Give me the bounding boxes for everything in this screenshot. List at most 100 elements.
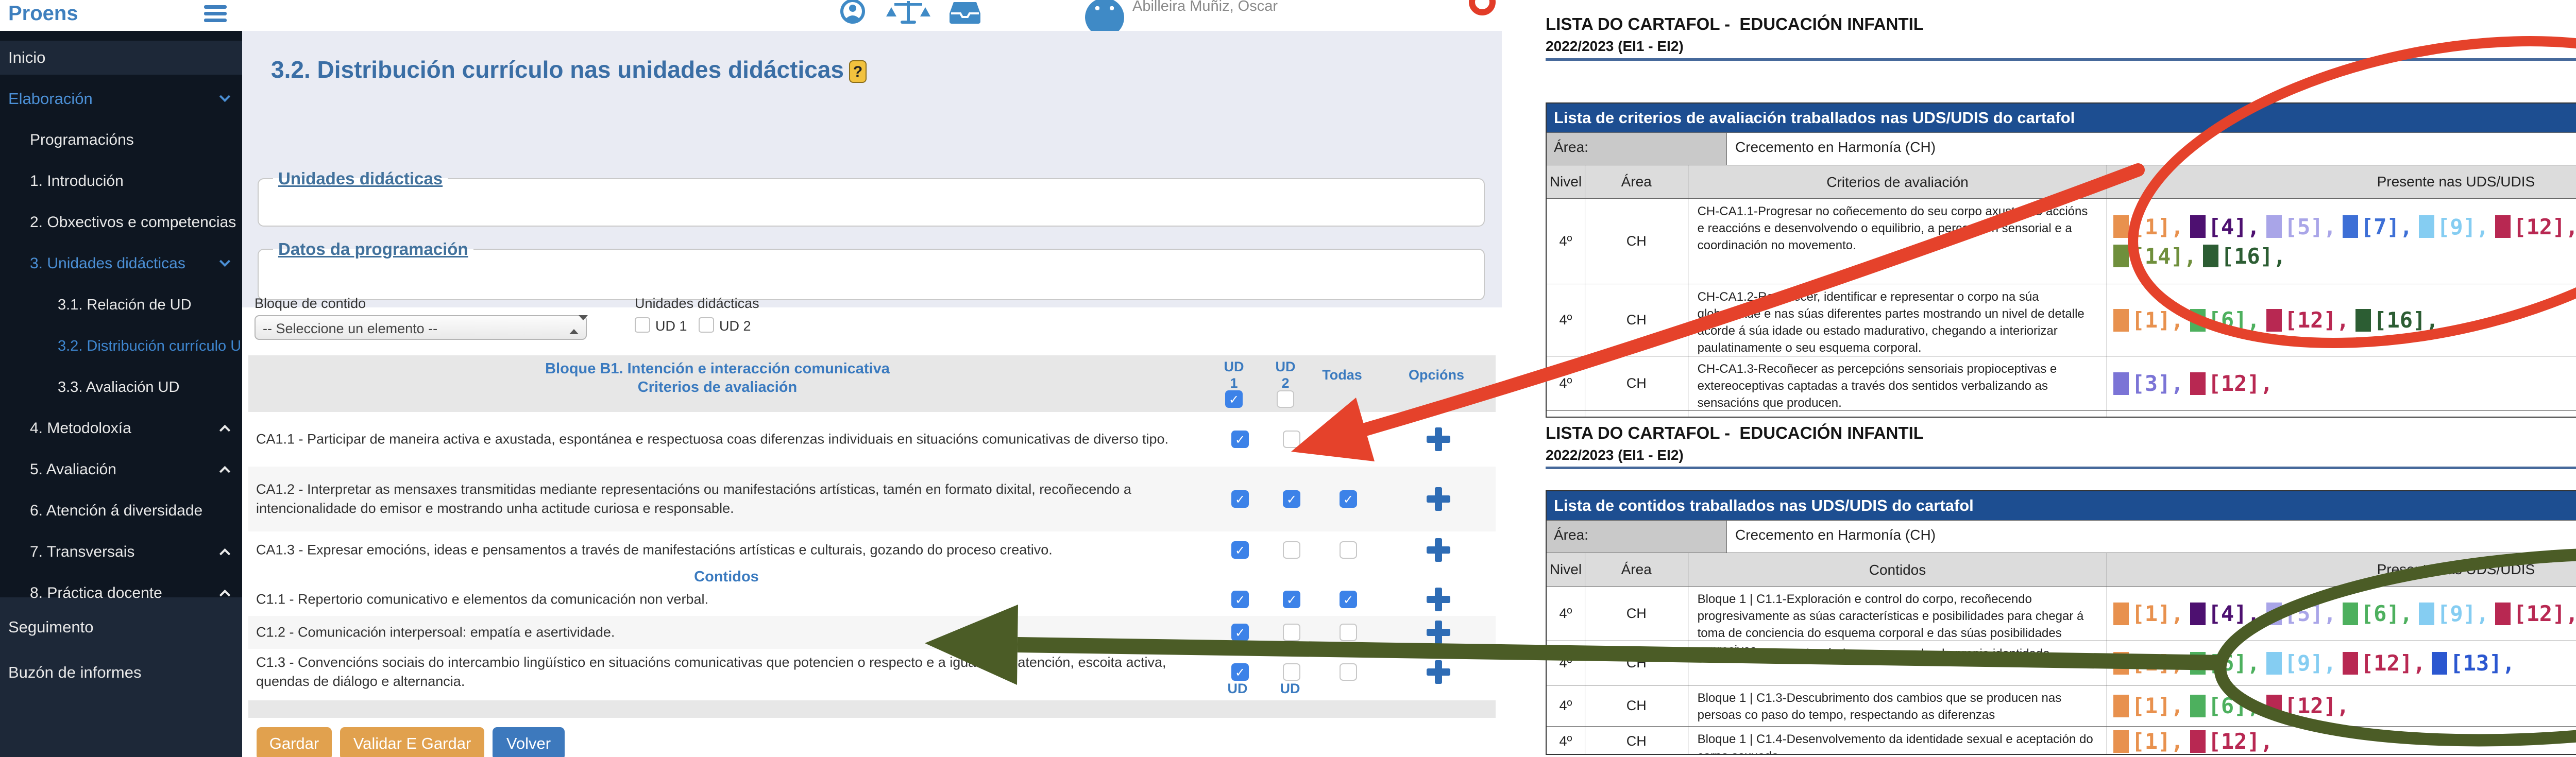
- item-text: CH-CA1.4-: [1688, 411, 2108, 417]
- add-option-icon[interactable]: [1427, 621, 1450, 644]
- ud1-checkbox[interactable]: ✓: [1231, 490, 1249, 508]
- validate-save-button[interactable]: Validar E Gardar: [340, 727, 484, 757]
- alert-ring-icon[interactable]: [1469, 0, 1496, 15]
- master-ud1-checkbox[interactable]: ✓: [1225, 390, 1243, 408]
- fieldset-datos-legend[interactable]: Datos da programación: [278, 239, 468, 259]
- ud2-filter-checkbox[interactable]: [699, 317, 714, 333]
- sidebar-item-8-pr-ctica-docente[interactable]: 8. Práctica docente: [0, 582, 242, 605]
- ud2-checkbox[interactable]: [1283, 541, 1300, 559]
- ud-chip: [16],: [2355, 307, 2439, 333]
- ud-chip: [1],: [2113, 729, 2184, 754]
- sidebar-item-3-unidades-did-cticas[interactable]: 3. Unidades didácticas: [0, 252, 242, 275]
- sidebar-item-elaboraci-n[interactable]: Elaboración: [0, 88, 242, 110]
- sidebar-item-seguimento[interactable]: Seguimento: [0, 616, 242, 639]
- ud2-checkbox[interactable]: ✓: [1283, 490, 1300, 508]
- sidebar-item-buz-n-de-informes[interactable]: Buzón de informes: [0, 661, 242, 684]
- ud-color-square: [2113, 308, 2129, 332]
- ud-color-square: [2202, 245, 2218, 267]
- inbox-icon[interactable]: [942, 0, 988, 33]
- add-option-icon[interactable]: [1427, 427, 1450, 451]
- sidebar-item-7-transversais[interactable]: 7. Transversais: [0, 541, 242, 563]
- ud2-checkbox[interactable]: ✓: [1283, 591, 1300, 608]
- add-option-icon[interactable]: [1427, 660, 1450, 684]
- todas-checkbox[interactable]: [1340, 541, 1357, 559]
- help-icon[interactable]: ?: [849, 60, 867, 83]
- sidebar-bottom-section: [0, 597, 242, 757]
- sidebar-item-6-atenci-n-diversidade[interactable]: 6. Atención á diversidade: [0, 500, 242, 522]
- ud-chip: [12],: [2342, 650, 2426, 676]
- save-button[interactable]: Gardar: [257, 727, 332, 757]
- todas-checkbox[interactable]: [1340, 624, 1357, 641]
- ud2-checkbox[interactable]: [1283, 431, 1300, 448]
- sidebar-item-label: 1. Introdución: [30, 173, 124, 190]
- ud2-checkbox[interactable]: [1283, 624, 1300, 641]
- area-cell: [1585, 411, 1688, 417]
- item-text: CH-CA1.3-Recoñecer as percepcións sensor…: [1688, 356, 2108, 410]
- topbar: Proens Abilleira Muñiz, Oscar: [0, 0, 2576, 39]
- ud-chip: [5],: [2266, 214, 2336, 239]
- sidebar-item-inicio[interactable]: Inicio: [0, 41, 242, 75]
- criteria-row-text: CA1.2 - Interpretar as mensaxes transmit…: [256, 481, 1131, 516]
- ud-color-square: [2113, 215, 2129, 238]
- fieldset-unidades-legend[interactable]: Unidades didácticas: [278, 169, 443, 188]
- criteria-row-ca1-1: CA1.1 - Participar de maneira activa e a…: [248, 412, 1496, 467]
- uds-chip-list: [2107, 411, 2576, 417]
- ud-color-square: [2190, 372, 2206, 395]
- ud1-filter-checkbox[interactable]: [635, 317, 650, 333]
- chevron-up-icon: [219, 466, 231, 477]
- ud-color-square: [2113, 245, 2129, 267]
- ud1-checkbox[interactable]: ✓: [1231, 541, 1249, 559]
- back-button[interactable]: Volver: [493, 727, 565, 757]
- portfolio-header-title: LISTA DO CARTAFOL - EDUCACIÓN INFANTIL: [1546, 14, 1924, 33]
- nivel-cell: 4º: [1547, 356, 1585, 410]
- ud1-checkbox[interactable]: ✓: [1231, 591, 1249, 608]
- area-value: Crecemento en Harmonía (CH): [1735, 527, 1936, 543]
- master-ud2-checkbox[interactable]: [1277, 390, 1294, 408]
- item-text: Bloque 1 | C1.2-… da súa imaxe corporal …: [1688, 641, 2108, 685]
- nivel-cell: 4º: [1547, 199, 1585, 284]
- ud-chip: [4],: [2190, 601, 2260, 626]
- add-option-icon[interactable]: [1427, 487, 1450, 511]
- add-option-icon[interactable]: [1427, 538, 1450, 562]
- sidebar-item-2-obxectivos-e-competencias[interactable]: 2. Obxectivos e competencias: [0, 211, 242, 234]
- ud-color-square: [2113, 694, 2129, 717]
- hamburger-menu-icon[interactable]: [204, 5, 227, 24]
- ud-chip: [1],: [2113, 650, 2184, 676]
- profile-icon[interactable]: [829, 0, 876, 33]
- sidebar-item-3-1-relaci-n-de-ud[interactable]: 3.1. Relación de UD: [0, 294, 242, 316]
- ud1-checkbox[interactable]: ✓: [1231, 663, 1249, 681]
- scales-icon[interactable]: [885, 0, 931, 33]
- criteria-row-c1-3: C1.3 - Convencións sociais do intercambi…: [248, 649, 1496, 695]
- sidebar-item-3-2-distribuci-n-curr-culo-ud[interactable]: 3.2. Distribución currículo UD: [0, 335, 242, 357]
- sidebar-item-1-introduci-n[interactable]: 1. Introdución: [0, 170, 242, 193]
- ud-chip: [7],: [2342, 214, 2413, 239]
- todas-checkbox[interactable]: ✓: [1340, 591, 1357, 608]
- todas-checkbox[interactable]: [1340, 431, 1357, 448]
- user-badge-icon[interactable]: [1080, 0, 1129, 40]
- column-header-criterios-de-avaliaci-n: Criterios de avaliación: [1688, 165, 2108, 198]
- todas-checkbox[interactable]: ✓: [1340, 490, 1357, 508]
- ud2-checkbox[interactable]: [1283, 663, 1300, 681]
- ud1-checkbox[interactable]: ✓: [1231, 431, 1249, 448]
- sidebar-item-4-metodolox-a[interactable]: 4. Metodoloxía: [0, 417, 242, 440]
- ud-ref: [1],: [2131, 729, 2184, 754]
- portfolio-row: 4º CH Bloque 1 | C1.2-… da súa imaxe corpo…: [1547, 641, 2576, 685]
- sidebar-item-label: Programacións: [30, 131, 134, 148]
- sidebar-item-5-avaliaci-n[interactable]: 5. Avaliación: [0, 458, 242, 481]
- add-option-icon[interactable]: [1427, 588, 1450, 611]
- criteria-portfolio-table: Lista de criterios de avaliación traball…: [1546, 102, 2576, 418]
- sidebar-item-3-3-avaliaci-n-ud[interactable]: 3.3. Avaliación UD: [0, 376, 242, 399]
- sidebar-item-programaci-ns[interactable]: Programacións: [0, 129, 242, 151]
- bloque-contido-select[interactable]: -- Seleccione un elemento --: [255, 315, 588, 340]
- table-title-bar: Lista de contidos traballados nas UDS/UD…: [1547, 491, 2576, 520]
- criteria-row-text: C1.1 - Repertorio comunicativo e element…: [256, 591, 708, 607]
- todas-checkbox[interactable]: [1340, 663, 1357, 681]
- ud-ref: [6],: [2208, 650, 2260, 676]
- app-logo[interactable]: Proens: [8, 2, 78, 25]
- ud1-checkbox[interactable]: ✓: [1231, 624, 1249, 641]
- item-text: Bloque 1 | C1.3-Descubrimento dos cambio…: [1688, 685, 2108, 726]
- sidebar-item-label: 3.3. Avaliación UD: [58, 378, 180, 395]
- ud-ref: [1],: [2131, 601, 2184, 626]
- ud-ref: [12],: [2208, 729, 2273, 754]
- col-ud1-label: UD 1: [1224, 359, 1244, 391]
